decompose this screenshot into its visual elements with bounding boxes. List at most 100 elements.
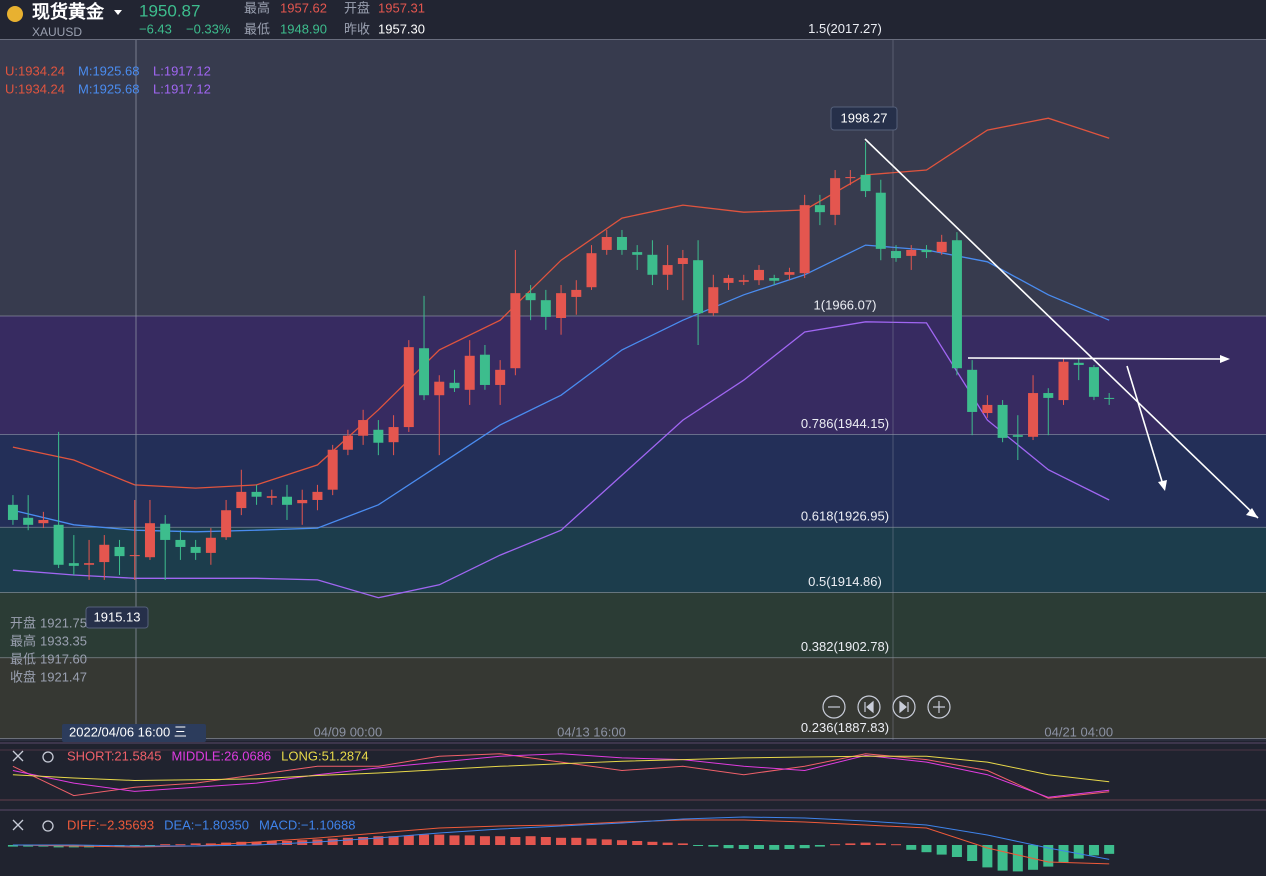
candle-body — [312, 491, 323, 500]
candle-body — [38, 519, 49, 524]
prev-button[interactable] — [857, 695, 881, 719]
candle-body — [556, 293, 567, 318]
gold-icon — [7, 6, 23, 22]
settings-icon[interactable] — [42, 751, 54, 763]
candle-body — [921, 249, 932, 253]
low-price-tag: 1915.13 — [94, 609, 141, 624]
candle-body — [1058, 361, 1069, 401]
panel-icons — [12, 750, 54, 832]
candle-body — [251, 491, 262, 497]
candle-body — [647, 254, 658, 275]
candle-body — [860, 174, 871, 192]
macd-bar — [525, 836, 536, 845]
candle-body — [540, 300, 551, 317]
x-tick-label: 04/09 00:00 — [314, 724, 383, 739]
macd-bar — [1028, 845, 1039, 870]
macd-bar — [784, 845, 795, 849]
icon — [933, 701, 945, 713]
macd-bar — [175, 844, 186, 846]
close-icon[interactable] — [12, 750, 24, 762]
macd-bar — [647, 841, 658, 845]
macd-bar — [616, 840, 627, 845]
close-icon[interactable] — [12, 819, 24, 831]
candle-body — [419, 348, 430, 396]
candle-body — [875, 192, 886, 249]
crosshair-time: 2022/04/06 16:00 三 — [69, 724, 187, 739]
info-value: 1921.75 — [40, 615, 87, 630]
arrow-head — [1220, 355, 1230, 363]
fib-zones — [0, 39, 1266, 739]
fib-label: 0.236(1887.83) — [801, 720, 889, 735]
candle-body — [708, 287, 719, 314]
candle-body — [525, 293, 536, 301]
candle-body — [662, 265, 673, 275]
candle-body — [282, 496, 293, 505]
macd-bar — [160, 844, 171, 846]
indicator-line — [12, 753, 1110, 799]
fib-zone — [0, 527, 1266, 593]
candle-body — [769, 278, 780, 281]
instrument-name[interactable]: 现货黄金 — [32, 1, 105, 22]
band-legend: L:1917.12 — [153, 63, 211, 78]
candle-body — [936, 241, 947, 253]
info-label: 最低 — [10, 651, 36, 666]
bollinger-band — [12, 321, 1110, 599]
macd-bar — [906, 845, 917, 850]
indicator-line — [12, 753, 1110, 798]
macd-bar — [632, 841, 643, 845]
candle-body — [814, 205, 825, 213]
fib-label: 1.5(2017.27) — [808, 21, 882, 36]
macd-bar — [205, 843, 216, 845]
candle-body — [510, 293, 521, 369]
band-legend: M:1925.68 — [78, 63, 139, 78]
stat-label: 最低 — [244, 21, 270, 36]
last-price: 1950.87 — [139, 1, 200, 20]
zoom-in-button[interactable] — [927, 695, 951, 719]
macd-bar — [571, 837, 582, 845]
settings-icon[interactable] — [42, 820, 54, 832]
macd-bar — [1088, 845, 1099, 856]
icon — [864, 700, 874, 714]
dropdown-caret[interactable] — [114, 10, 122, 15]
candle-body — [997, 404, 1008, 438]
candle-body — [342, 435, 353, 450]
bollinger-band — [12, 117, 1110, 489]
candle-body — [205, 537, 216, 553]
indicator-area — [0, 741, 1266, 876]
fib-zone — [0, 315, 1266, 435]
candle-body — [906, 249, 917, 256]
macd-bar — [434, 834, 445, 845]
fib-label: 0.618(1926.95) — [801, 509, 889, 524]
price-tag-box — [830, 106, 898, 131]
macd-bar — [495, 836, 506, 845]
indicator-legend: LONG:51.2874 — [281, 748, 368, 763]
macd-bar — [327, 838, 338, 845]
macd-bar — [814, 845, 825, 847]
macd-bar — [830, 844, 841, 846]
x-tick-label: 04/13 16:00 — [557, 724, 626, 739]
candle-body — [693, 260, 704, 314]
fib-zone — [0, 592, 1266, 658]
candle-body — [129, 555, 140, 557]
next-button[interactable] — [892, 695, 916, 719]
band-legend: U:1934.24 — [5, 81, 65, 96]
candle-body — [7, 504, 18, 520]
macd-bar — [1058, 845, 1069, 863]
macd-bar — [510, 837, 521, 845]
candle-body — [571, 289, 582, 297]
candle-body — [845, 177, 856, 179]
macd-bar — [342, 837, 353, 845]
macd-bar — [388, 836, 399, 845]
macd-bar — [1012, 845, 1023, 872]
candle-body — [891, 251, 902, 259]
candle-body — [221, 510, 232, 538]
macd-bar — [860, 842, 871, 845]
candle-body — [586, 253, 597, 288]
macd-bar — [373, 836, 384, 845]
macd-bar — [662, 842, 673, 845]
zoom-out-button[interactable] — [822, 695, 846, 719]
band-legend: U:1934.24 — [5, 63, 65, 78]
macd-bar — [1104, 845, 1115, 854]
